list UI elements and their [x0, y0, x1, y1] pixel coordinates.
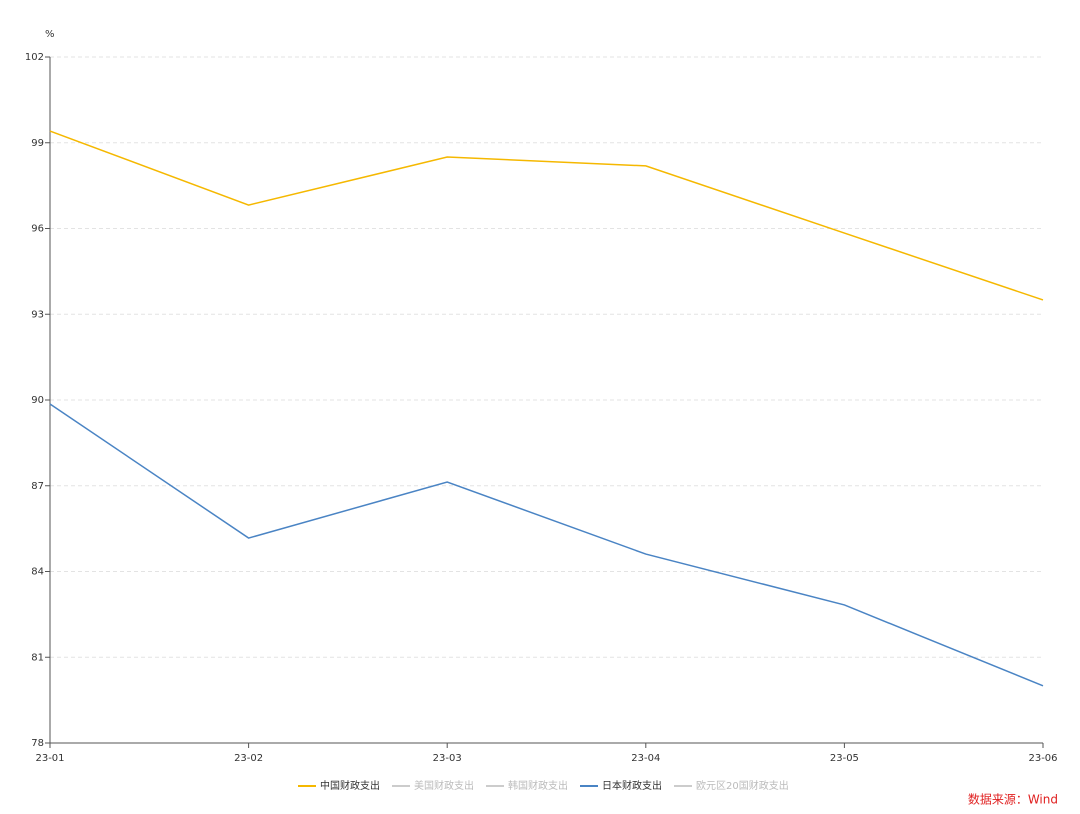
- x-tick-label: 23-04: [631, 753, 660, 764]
- y-tick-label: 90: [31, 395, 44, 406]
- y-tick-label: 78: [31, 738, 44, 749]
- x-tick-label: 23-06: [1028, 753, 1057, 764]
- legend-label: 韩国财政支出: [508, 779, 568, 792]
- y-tick-label: 96: [31, 224, 44, 235]
- source: 数据来源：Wind: [968, 792, 1058, 807]
- x-tick-label: 23-05: [830, 753, 859, 764]
- y-tick-label: 81: [31, 652, 44, 663]
- series-line: [49, 130, 1044, 301]
- y-tick-label: 93: [31, 309, 44, 320]
- legend-label: 美国财政支出: [414, 779, 474, 792]
- series-line: [49, 403, 1044, 687]
- y-tick-label: 84: [31, 567, 44, 578]
- x-tick-label: 23-03: [433, 753, 462, 764]
- legend-label: 欧元区20国财政支出: [696, 779, 789, 792]
- x-tick-label: 23-01: [35, 753, 64, 764]
- legend-label: 日本财政支出: [602, 779, 662, 792]
- legend-label: 中国财政支出: [320, 779, 380, 792]
- y-tick-label: 87: [31, 481, 44, 492]
- y-tick-label: 99: [31, 138, 44, 149]
- y-unit: %: [45, 29, 55, 40]
- x-tick-label: 23-02: [234, 753, 263, 764]
- y-tick-label: 102: [25, 52, 44, 63]
